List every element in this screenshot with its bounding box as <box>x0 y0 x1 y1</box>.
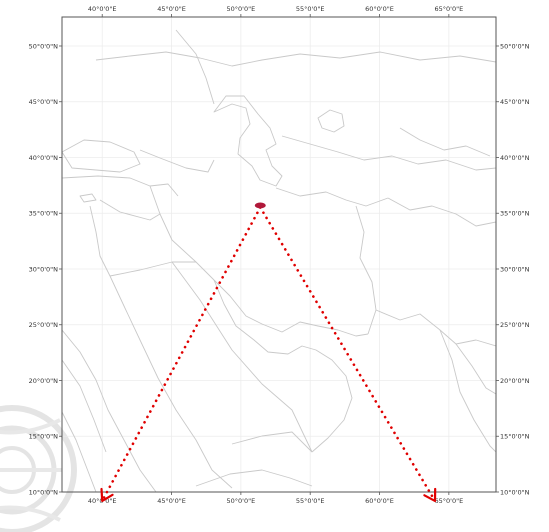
lon-tick-label-top: 55°0'0"E <box>296 5 325 13</box>
lon-tick-label-bottom: 65°0'0"E <box>435 497 464 505</box>
arabia-inner-border <box>171 261 313 453</box>
cyprus-outline <box>79 193 97 203</box>
lon-tick-label-bottom: 45°0'0"E <box>157 497 186 505</box>
lat-tick-label-right: 15°0'0"N <box>500 433 530 441</box>
lat-tick-label-right: 45°0'0"N <box>500 98 530 106</box>
black-sea-outline <box>62 139 141 173</box>
lat-tick-label-left: 10°0'0"N <box>29 488 59 496</box>
lat-tick-label-left: 15°0'0"N <box>29 433 59 441</box>
lat-tick-label-right: 30°0'0"N <box>500 265 530 273</box>
lat-tick-label-left: 25°0'0"N <box>29 321 59 329</box>
projection-arrows <box>100 206 437 503</box>
border-iran-east <box>355 205 377 335</box>
border-caucasus <box>139 149 215 173</box>
arrow-dotted-shaft <box>100 206 262 503</box>
caspian-sea-outline <box>213 95 283 187</box>
border-syria <box>99 199 161 221</box>
arrow-southeast <box>258 206 437 503</box>
lat-tick-label-right: 35°0'0"N <box>500 210 530 218</box>
arrow-dotted-shaft <box>258 206 437 503</box>
lon-tick-label-bottom: 50°0'0"E <box>227 497 256 505</box>
africa-inner-2 <box>62 411 97 492</box>
lat-tick-label-right: 10°0'0"N <box>500 488 530 496</box>
source-point-marker <box>254 202 266 209</box>
india-border <box>455 343 496 395</box>
yemen-border <box>231 431 313 453</box>
lat-tick-label-right: 40°0'0"N <box>500 154 530 162</box>
lon-tick-label-bottom: 55°0'0"E <box>296 497 325 505</box>
latitude-ticks-left: 50°0'0"N 45°0'0"N 40°0'0"N 35°0'0"N 30°0'0"N… <box>29 42 62 496</box>
lat-tick-label-left: 50°0'0"N <box>29 42 59 50</box>
border-volga <box>175 29 215 105</box>
lon-tick-label-top: 45°0'0"E <box>157 5 186 13</box>
border-afghanistan <box>387 197 496 227</box>
lat-tick-label-right: 20°0'0"N <box>500 377 530 385</box>
lat-tick-label-left: 30°0'0"N <box>29 265 59 273</box>
border-levant <box>89 205 111 277</box>
border-saudi-north <box>109 261 196 277</box>
border-pakistan <box>375 309 496 347</box>
latitude-ticks-right: 50°0'0"N 45°0'0"N 40°0'0"N 35°0'0"N 30°0'0"N… <box>496 42 530 496</box>
longitude-ticks-bottom: 40°0'0"E 45°0'0"E 50°0'0"E 55°0'0"E 60°0'0"E… <box>88 492 463 505</box>
lon-tick-label-top: 60°0'0"E <box>365 5 394 13</box>
country-borders <box>62 29 496 492</box>
border-iraq <box>149 185 215 281</box>
watermark-seal <box>0 405 77 532</box>
gulf-of-aden <box>195 469 313 487</box>
border-tajik <box>399 127 491 157</box>
arrow-southwest <box>100 206 262 503</box>
arrow-head <box>423 487 437 503</box>
lat-tick-label-left: 45°0'0"N <box>29 98 59 106</box>
lat-tick-label-right: 25°0'0"N <box>500 321 530 329</box>
lat-tick-label-left: 35°0'0"N <box>29 210 59 218</box>
longitude-ticks-top: 40°0'0"E 45°0'0"E 50°0'0"E 55°0'0"E 60°0'0"E… <box>88 5 463 17</box>
border-anatolia <box>62 175 179 197</box>
lon-tick-label-top: 40°0'0"E <box>88 5 117 13</box>
border-uzbekistan <box>281 135 496 171</box>
lat-tick-label-left: 40°0'0"N <box>29 154 59 162</box>
lat-tick-label-left: 20°0'0"N <box>29 377 59 385</box>
graticule-grid <box>62 17 496 492</box>
map-frame <box>61 16 497 493</box>
india-coast <box>439 329 496 453</box>
arrow-head <box>100 487 114 503</box>
persian-gulf-coast <box>213 279 369 337</box>
arabia-gulf-coast <box>213 279 317 355</box>
oman-coast <box>311 349 353 453</box>
border-aral <box>317 109 345 133</box>
border-kazakhstan <box>95 51 496 67</box>
border-turkmenistan <box>275 187 389 207</box>
lon-tick-label-top: 65°0'0"E <box>435 5 464 13</box>
lon-tick-label-bottom: 60°0'0"E <box>365 497 394 505</box>
arabia-west-coast <box>109 275 233 489</box>
lat-tick-label-right: 50°0'0"N <box>500 42 530 50</box>
africa-inner-1 <box>62 359 107 453</box>
africa-red-sea-coast <box>62 329 157 492</box>
lon-tick-label-top: 50°0'0"E <box>227 5 256 13</box>
